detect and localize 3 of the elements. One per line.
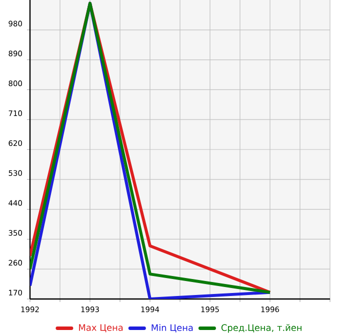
legend-label: Max Цена <box>79 324 123 332</box>
legend-label: Сред.Цена, т.йен <box>221 324 302 333</box>
legend-label: Min Цена <box>152 324 193 332</box>
